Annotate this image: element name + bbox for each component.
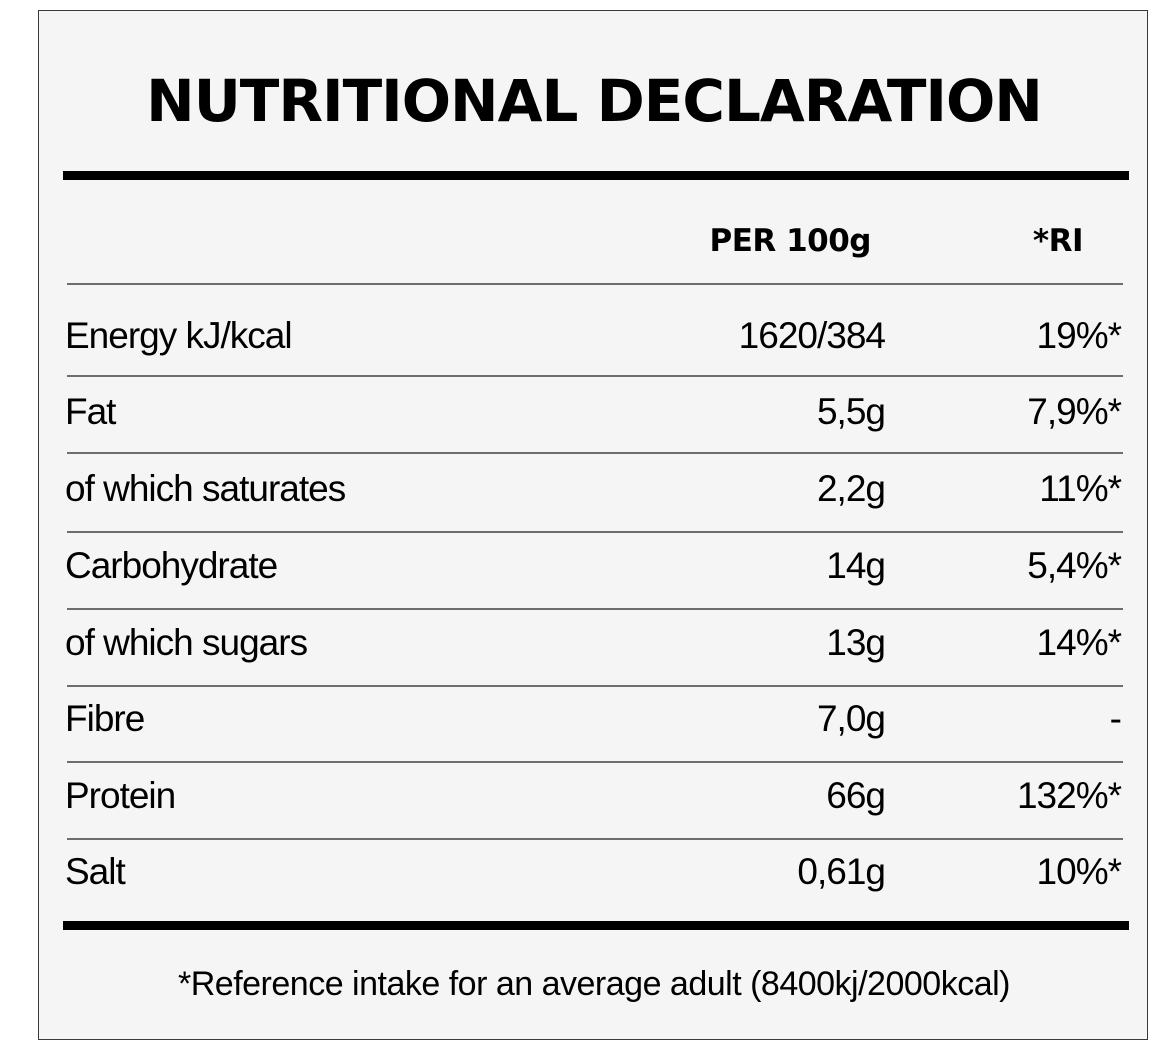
page-title: NUTRITIONAL DECLARATION <box>146 67 1043 135</box>
nutrient-value: 5,5g <box>816 391 886 432</box>
nutrient-name: of which sugars <box>65 622 308 663</box>
table-row: of which saturates 2,2g 11%* <box>39 452 1149 528</box>
nutrient-ri: 19%* <box>1036 315 1122 356</box>
nutrition-panel: NUTRITIONAL DECLARATION PER 100g *RI Ene… <box>38 10 1148 1040</box>
table-row: of which sugars 13g 14%* <box>39 606 1149 682</box>
column-header-ri: *RI <box>1032 223 1084 259</box>
nutrient-value: 2,2g <box>816 468 886 509</box>
nutrient-ri: 5,4%* <box>1027 545 1122 586</box>
nutrient-value: 7,0g <box>816 698 886 739</box>
nutrient-value: 0,61g <box>797 851 886 892</box>
nutrient-ri: 132%* <box>1016 775 1122 816</box>
nutrient-name: Fibre <box>65 698 145 739</box>
table-row: Fibre 7,0g - <box>39 682 1149 758</box>
table-row: Energy kJ/kcal 1620/384 19%* <box>39 299 1149 375</box>
nutrient-value: 1620/384 <box>738 315 886 356</box>
nutrient-ri: 7,9%* <box>1027 391 1122 432</box>
nutrient-ri: 14%* <box>1036 622 1122 663</box>
nutrient-name: Protein <box>65 775 176 816</box>
nutrient-name: Energy kJ/kcal <box>65 315 293 356</box>
table-row: Protein 66g 132%* <box>39 759 1149 835</box>
bottom-divider <box>63 921 1129 930</box>
nutrient-name: Fat <box>65 391 116 432</box>
nutrient-ri: - <box>1109 698 1122 739</box>
row-divider <box>67 283 1123 285</box>
reference-intake-footnote: *Reference intake for an average adult (… <box>178 965 1010 1003</box>
nutrient-value: 14g <box>826 545 886 586</box>
nutrient-ri: 11%* <box>1039 468 1122 509</box>
top-divider <box>63 171 1129 180</box>
table-row: Salt 0,61g 10%* <box>39 835 1149 911</box>
table-row: Fat 5,5g 7,9%* <box>39 375 1149 451</box>
row-divider <box>67 608 1123 610</box>
row-divider <box>67 761 1123 763</box>
row-divider <box>67 685 1123 687</box>
nutrient-value: 66g <box>826 775 886 816</box>
column-header-per-100g: PER 100g <box>709 223 872 259</box>
table-row: Carbohydrate 14g 5,4%* <box>39 529 1149 605</box>
nutrient-value: 13g <box>826 622 886 663</box>
nutrient-name: of which saturates <box>65 468 346 509</box>
row-divider <box>67 375 1123 377</box>
row-divider <box>67 838 1123 840</box>
row-divider <box>67 452 1123 454</box>
row-divider <box>67 531 1123 533</box>
nutrient-name: Carbohydrate <box>65 545 278 586</box>
nutrient-name: Salt <box>65 851 126 892</box>
nutrient-ri: 10%* <box>1036 851 1122 892</box>
